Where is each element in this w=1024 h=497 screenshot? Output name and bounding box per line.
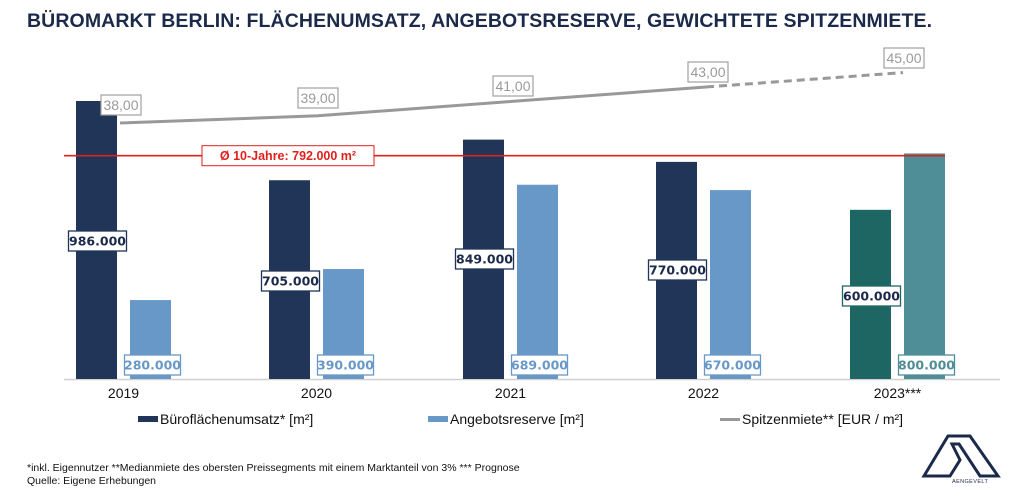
- data-label-box: [647, 259, 708, 281]
- bar-angebotsreserve: [710, 190, 751, 379]
- average-label-box: [201, 145, 375, 167]
- x-tick-label: 2023***: [874, 385, 922, 400]
- data-label-bueroflaechenumsatz: 849.000: [456, 252, 513, 267]
- average-label: Ø 10-Jahre: 792.000 m²: [220, 149, 356, 163]
- data-label-box: [841, 285, 902, 307]
- data-label-angebotsreserve: 390.000: [317, 358, 374, 373]
- bar-angebotsreserve: [904, 153, 945, 379]
- x-tick-label: 2019: [108, 385, 139, 400]
- data-label-spitzenmiete: 45,00: [886, 50, 921, 66]
- legend-label: Spitzenmiete** [EUR / m²]: [742, 411, 904, 427]
- rent-label-box: [100, 94, 142, 116]
- legend-item-angebotsreserve: Angebotsreserve [m²]: [428, 411, 584, 427]
- chart: 2019 2020 2021 2022 2023*** Ø 10-Jahre: 792.0…: [64, 47, 1000, 400]
- footnote: *inkl. Eigennutzer **Medianmiete des obe…: [27, 462, 520, 488]
- data-label-spitzenmiete: 41,00: [495, 78, 530, 94]
- legend-swatch-line: [720, 417, 740, 421]
- data-label-bueroflaechenumsatz: 986.000: [69, 234, 126, 249]
- data-label-box: [510, 354, 569, 376]
- rent-label-box: [687, 61, 729, 83]
- x-tick-label: 2021: [495, 385, 526, 400]
- data-label-box: [316, 354, 375, 376]
- legend-item-spitzenmiete: Spitzenmiete** [EUR / m²]: [720, 411, 903, 427]
- data-label-box: [67, 230, 128, 252]
- spitzenmiete-line: [119, 85, 707, 125]
- data-label-spitzenmiete: 43,00: [690, 64, 725, 80]
- x-tick-label: 2022: [688, 385, 719, 400]
- data-label-angebotsreserve: 689.000: [511, 358, 568, 373]
- data-label-spitzenmiete: 38,00: [103, 97, 138, 113]
- rent-label-box: [297, 87, 339, 109]
- data-label-bueroflaechenumsatz: 600.000: [843, 289, 900, 304]
- data-label-angebotsreserve: 280.000: [124, 358, 181, 373]
- data-label-box: [897, 354, 956, 376]
- legend-label: Büroflächenumsatz* [m²]: [160, 411, 314, 427]
- data-label-box: [703, 354, 762, 376]
- legend-label: Angebotsreserve [m²]: [450, 411, 584, 427]
- footnote-line: *inkl. Eigennutzer **Medianmiete des obe…: [27, 462, 520, 474]
- data-label-angebotsreserve: 800.000: [898, 358, 955, 373]
- rent-label-box: [492, 75, 534, 97]
- legend-swatch-bar: [428, 416, 448, 422]
- data-label-box: [260, 270, 321, 292]
- source-line: Quelle: Eigene Erhebungen: [27, 475, 157, 487]
- legend-item-bueroflaechenumsatz: Büroflächenumsatz* [m²]: [138, 411, 313, 427]
- aengevelt-logo-icon: [921, 434, 1001, 478]
- x-tick-label: 2020: [301, 385, 332, 400]
- data-label-box: [123, 354, 182, 376]
- data-label-spitzenmiete: 39,00: [300, 90, 335, 106]
- data-label-bueroflaechenumsatz: 770.000: [649, 263, 706, 278]
- logo-text: AENGEVELT: [952, 479, 989, 485]
- data-label-box: [454, 248, 515, 270]
- bar-angebotsreserve: [517, 184, 558, 379]
- chart-title: BÜROMARKT BERLIN: FLÄCHENUMSATZ, ANGEBOT…: [27, 10, 933, 32]
- data-label-bueroflaechenumsatz: 705.000: [262, 274, 319, 289]
- data-label-angebotsreserve: 670.000: [704, 358, 761, 373]
- legend-swatch-bar: [138, 416, 158, 422]
- spitzenmiete-forecast-line: [705, 71, 904, 89]
- rent-label-box: [883, 47, 925, 69]
